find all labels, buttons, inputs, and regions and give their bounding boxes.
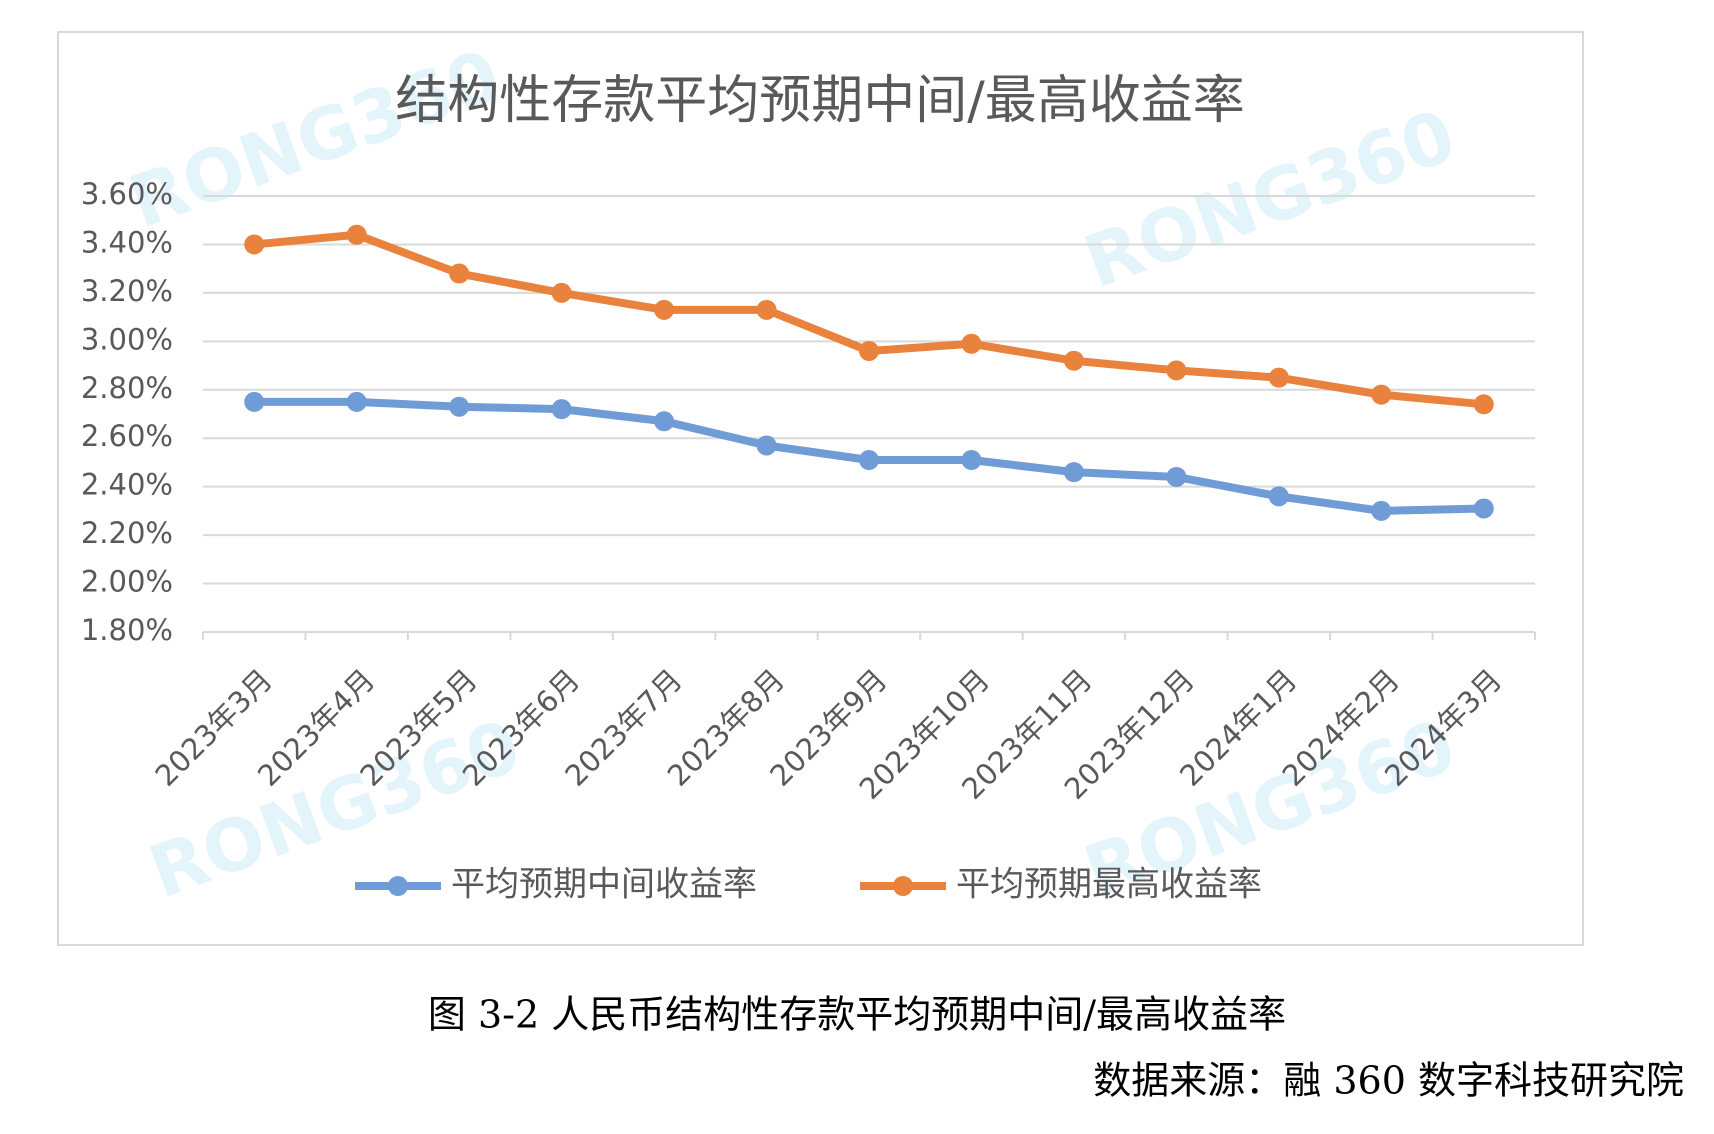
data-point xyxy=(756,299,777,320)
data-point xyxy=(1268,367,1289,388)
chart-frame xyxy=(57,31,1584,946)
data-point xyxy=(551,399,572,420)
data-point xyxy=(961,333,982,354)
data-point xyxy=(1166,466,1187,487)
y-tick-label: 2.80% xyxy=(81,371,173,405)
data-point xyxy=(654,299,675,320)
data-point xyxy=(1473,498,1494,519)
data-point xyxy=(244,234,265,255)
y-tick-label: 2.20% xyxy=(81,516,173,550)
data-point xyxy=(654,411,675,432)
data-point xyxy=(859,341,879,362)
data-point xyxy=(1166,360,1187,381)
y-tick-label: 2.60% xyxy=(81,419,173,453)
data-point xyxy=(1371,384,1392,405)
data-point xyxy=(449,396,470,417)
y-tick-label: 2.40% xyxy=(81,468,173,502)
data-point xyxy=(1473,394,1494,415)
data-point xyxy=(1268,486,1289,507)
legend-label: 平均预期最高收益率 xyxy=(956,865,1262,905)
y-tick-label: 3.00% xyxy=(81,322,173,356)
data-point xyxy=(346,391,367,412)
data-point xyxy=(756,435,777,456)
data-point xyxy=(961,450,982,471)
y-tick-label: 3.60% xyxy=(81,177,173,211)
data-point xyxy=(346,224,367,245)
chart-title: 结构性存款平均预期中间/最高收益率 xyxy=(395,71,1245,131)
data-point xyxy=(449,263,470,284)
y-tick-label: 3.40% xyxy=(81,225,173,259)
legend-marker xyxy=(388,876,408,896)
data-point xyxy=(1371,500,1392,521)
legend-label: 平均预期中间收益率 xyxy=(451,865,757,905)
data-point xyxy=(859,450,879,471)
source: 数据来源：融 360 数字科技研究院 xyxy=(1093,1059,1684,1103)
y-tick-label: 2.00% xyxy=(81,565,173,599)
data-point xyxy=(1063,350,1084,371)
legend-marker xyxy=(893,876,913,896)
data-point xyxy=(244,391,265,412)
data-point xyxy=(551,282,572,303)
caption: 图 3-2 人民币结构性存款平均预期中间/最高收益率 xyxy=(428,993,1286,1037)
y-tick-label: 3.20% xyxy=(81,274,173,308)
data-point xyxy=(1063,462,1084,483)
y-tick-label: 1.80% xyxy=(81,613,173,647)
